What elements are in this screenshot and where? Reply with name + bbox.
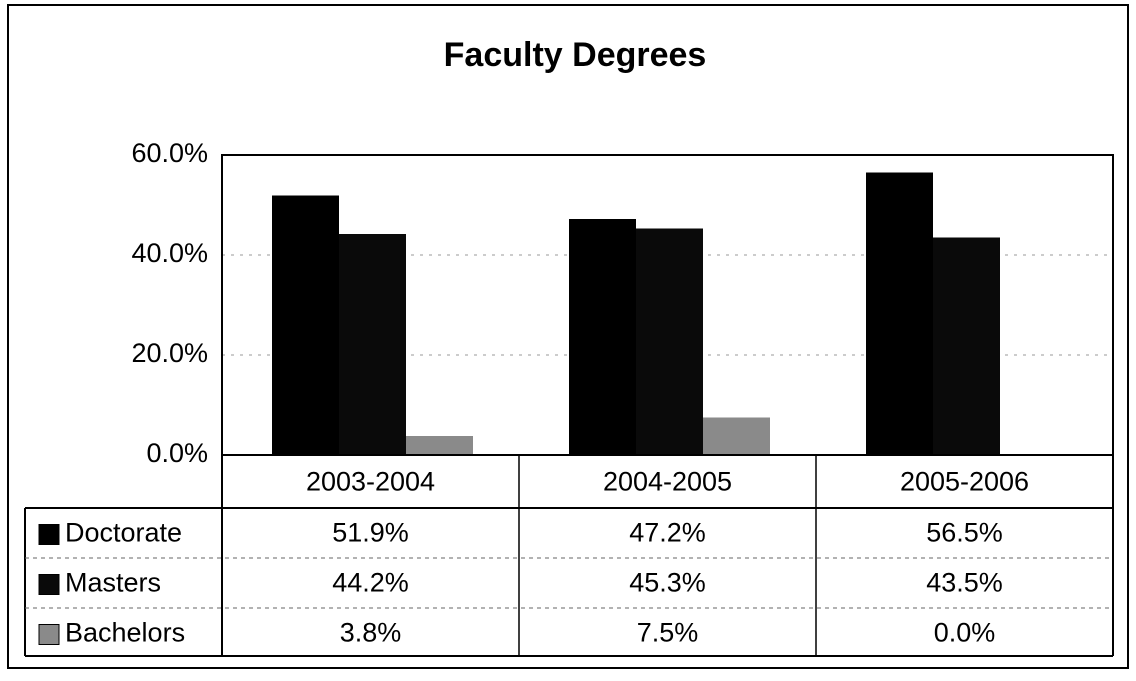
bar: [933, 237, 1000, 455]
data-label: 51.9%: [332, 518, 409, 548]
legend-label: Masters: [65, 568, 161, 598]
data-label: 0.0%: [934, 618, 996, 648]
bar: [636, 228, 703, 455]
chart-title: Faculty Degrees: [444, 36, 707, 74]
bar: [569, 219, 636, 455]
x-tick-label: 2005-2006: [900, 467, 1029, 497]
legend-key: [38, 524, 60, 545]
x-tick-label: 2004-2005: [603, 467, 732, 497]
bar: [866, 172, 933, 455]
y-tick-label: 20.0%: [131, 338, 208, 368]
y-tick-label: 40.0%: [131, 238, 208, 268]
data-label: 43.5%: [926, 568, 1003, 598]
data-label: 45.3%: [629, 568, 706, 598]
bar: [703, 417, 770, 455]
data-label: 44.2%: [332, 568, 409, 598]
data-label: 7.5%: [637, 618, 699, 648]
y-tick-label: 0.0%: [146, 438, 208, 468]
x-tick-label: 2003-2004: [306, 467, 435, 497]
bar: [339, 234, 406, 455]
data-label: 47.2%: [629, 518, 706, 548]
bar: [406, 436, 473, 455]
data-label: 3.8%: [340, 618, 402, 648]
legend-key: [38, 574, 60, 595]
bar: [272, 195, 339, 455]
data-label: 56.5%: [926, 518, 1003, 548]
legend-key: [38, 624, 60, 645]
chart-border: [7, 4, 1129, 669]
legend-label: Bachelors: [65, 618, 185, 648]
legend-label: Doctorate: [65, 518, 182, 548]
y-tick-label: 60.0%: [131, 138, 208, 168]
